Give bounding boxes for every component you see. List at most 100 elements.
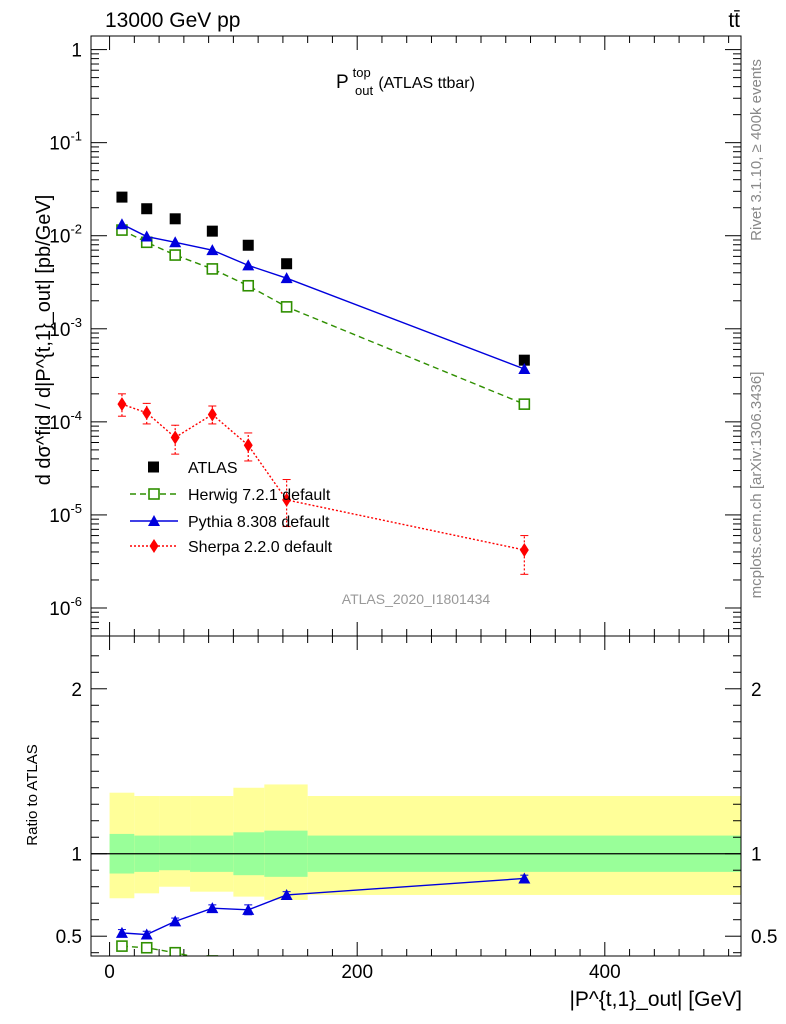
- ratio-herwig-marker: [140, 941, 153, 954]
- y-tick-label: 10-1: [49, 129, 82, 155]
- y-tick-label: 10-4: [49, 408, 82, 434]
- herwig-marker: [242, 279, 255, 292]
- ratio-pythia-marker: [242, 903, 255, 915]
- y-tick-label: 1: [71, 41, 82, 62]
- legend-label: Pythia 8.308 default: [188, 514, 330, 531]
- ratio-ticks: [91, 636, 741, 956]
- rivet-label: Rivet 3.1.10, ≥ 400k events: [748, 59, 765, 241]
- title-suffix: (ATLAS ttbar): [378, 75, 475, 92]
- legend-label: Sherpa 2.2.0 default: [188, 539, 333, 556]
- tick-exponent: -5: [70, 501, 82, 516]
- main-data-layer: [115, 191, 531, 575]
- header-left-label: 13000 GeV pp: [105, 9, 240, 32]
- sherpa-marker: [282, 492, 292, 507]
- y-tick-label: 10-2: [49, 222, 82, 248]
- tick-base: 10: [49, 134, 70, 155]
- title-sup: top: [353, 65, 371, 80]
- pythia-marker: [280, 272, 293, 284]
- legend: ATLAS Herwig 7.2.1 default Pythia 8.308 de…: [130, 460, 333, 556]
- legend-pythia-swatch: [148, 515, 160, 526]
- ratio-panel: 0.5 0.5 1 1 2 2 0 200 400: [56, 635, 778, 983]
- herwig-marker: [206, 263, 219, 275]
- ratio-herwig-marker: [116, 940, 128, 952]
- x-axis-label: |P^{t,1}_out| [GeV]: [569, 988, 742, 1011]
- pythia-marker: [206, 244, 219, 256]
- ratio-herwig-group: [116, 940, 219, 956]
- y-tick-label: 10-5: [49, 501, 82, 527]
- ratio-tick-labels: 0.5 0.5 1 1 2 2 0 200 400: [56, 680, 778, 983]
- ratio-y-tick-label: 0.5: [56, 927, 82, 948]
- herwig-line: [121, 229, 525, 405]
- ratio-y-tick-label: 1: [71, 845, 82, 866]
- ratio-y-tick-label-right: 1: [751, 845, 762, 866]
- y-tick-label: 10-6: [49, 594, 82, 620]
- pythia-marker: [140, 230, 153, 242]
- main-y-tick-labels: 10-610-510-410-310-210-11: [49, 41, 82, 620]
- legend-label: Herwig 7.2.1 default: [188, 487, 331, 504]
- y-tick-label: 10-3: [49, 315, 82, 341]
- ratio-pythia-marker: [280, 888, 293, 900]
- atlas-marker: [169, 213, 181, 225]
- ratio-pythia-marker: [140, 928, 153, 940]
- legend-label: ATLAS: [188, 460, 238, 477]
- atlas-marker: [141, 203, 153, 215]
- ratio-herwig-line: [121, 945, 194, 956]
- sherpa-marker: [142, 405, 152, 420]
- main-ylabel: d dσ^fid / d|P^{t,1}_out| [pb/GeV]: [33, 195, 55, 486]
- legend-sherpa-swatch: [149, 539, 159, 553]
- ratio-pythia-marker: [206, 902, 219, 914]
- analysis-id: ATLAS_2020_I1801434: [342, 591, 491, 607]
- x-tick-label: 400: [589, 962, 621, 983]
- legend-atlas-swatch: [148, 461, 159, 473]
- sherpa-marker: [519, 542, 529, 557]
- tick-base: 10: [49, 227, 70, 248]
- atlas-marker: [116, 191, 128, 203]
- main-y-axis-label: d dσ^fid / d|P^{t,1}_out| [pb/GeV]: [33, 195, 55, 486]
- x-axis-label-text: |P^{t,1}_out| [GeV]: [569, 988, 742, 1011]
- title-text: P top out (ATLAS ttbar): [336, 61, 475, 100]
- title-sub: out: [355, 83, 373, 98]
- sherpa-marker: [207, 407, 217, 422]
- ratio-frame: [90, 635, 742, 957]
- ratio-y-tick-label: 2: [71, 680, 82, 701]
- title-main: P: [336, 72, 348, 93]
- tick-exponent: -3: [70, 315, 82, 330]
- ratio-data-layer: [115, 872, 531, 956]
- ratio-pythia-marker: [518, 872, 531, 884]
- tick-base: 10: [49, 506, 70, 527]
- pythia-marker: [169, 236, 182, 248]
- pythia-marker: [242, 259, 255, 271]
- pythia-marker: [115, 218, 128, 230]
- ratio-y-tick-label-right: 0.5: [751, 927, 777, 948]
- main-ticks: [91, 36, 741, 637]
- ratio-herwig-marker: [206, 955, 219, 956]
- ratio-pythia-marker: [115, 926, 128, 938]
- band-inner: [159, 835, 191, 871]
- tick-exponent: -4: [70, 408, 82, 423]
- x-tick-label: 200: [341, 962, 373, 983]
- sherpa-marker: [170, 430, 180, 445]
- tick-exponent: -2: [70, 222, 82, 237]
- mcplots-label: mcplots.cern.ch [arXiv:1306.3436]: [748, 372, 765, 599]
- atlas-marker: [518, 354, 530, 366]
- tick-base: 10: [49, 320, 70, 341]
- herwig-marker: [169, 249, 181, 261]
- legend-herwig-swatch: [148, 488, 160, 500]
- tick-exponent: -6: [70, 594, 82, 609]
- ratio-herwig-marker: [169, 946, 181, 956]
- herwig-marker: [280, 301, 293, 313]
- x-tick-label: 0: [104, 962, 115, 983]
- ratio-bands: [91, 784, 741, 900]
- pythia-marker: [518, 362, 531, 374]
- tick-base: 10: [49, 599, 70, 620]
- tick-exponent: -1: [70, 129, 82, 144]
- tick-base: 10: [49, 413, 70, 434]
- herwig-marker: [518, 398, 531, 410]
- ratio-pythia-marker: [169, 915, 182, 927]
- header-right-label: tt̄: [728, 9, 740, 32]
- ratio-ylabel: Ratio to ATLAS: [24, 744, 41, 845]
- atlas-marker: [281, 258, 293, 270]
- sherpa-marker: [243, 438, 253, 453]
- atlas-marker: [206, 225, 218, 237]
